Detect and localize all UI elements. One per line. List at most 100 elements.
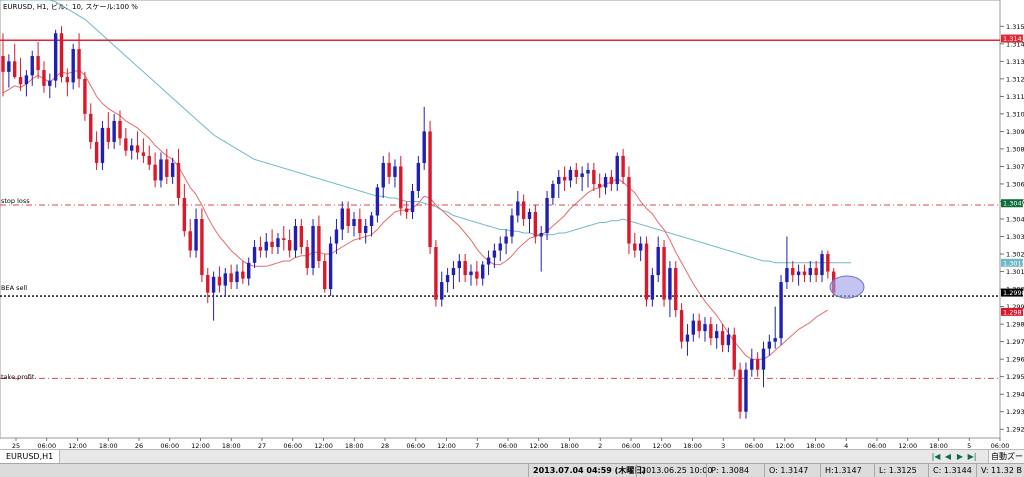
price-chart[interactable]: 1.3150 1.3140 1.3130 1.3120 1.3110 1.3100 1.30… bbox=[0, 0, 1024, 449]
candle-bear bbox=[598, 183, 602, 188]
candle-bull bbox=[369, 215, 374, 227]
price-label-box bbox=[1001, 288, 1023, 297]
status-low: L: 1.3125 bbox=[874, 464, 929, 477]
y-tick-label: 1.3040 bbox=[1006, 216, 1024, 224]
candle-bear bbox=[521, 201, 526, 219]
y-tick-label: 1.2980 bbox=[1006, 321, 1024, 329]
price-label: 1.3015 bbox=[1003, 259, 1024, 267]
x-tick-label: 06:00 bbox=[160, 442, 179, 449]
candle-bull bbox=[235, 271, 239, 283]
y-tick-label: 1.3090 bbox=[1006, 128, 1024, 136]
x-tick-label: 06:00 bbox=[499, 442, 518, 449]
candle-bull bbox=[691, 320, 695, 335]
x-tick-label: 7 bbox=[475, 442, 479, 449]
candle-bear bbox=[826, 254, 830, 272]
y-tick-label: 1.3070 bbox=[1006, 163, 1024, 171]
scroll-first-icon[interactable]: |◀ bbox=[931, 452, 941, 461]
x-tick-label: 18:00 bbox=[683, 442, 702, 449]
candle-bear bbox=[147, 155, 151, 165]
candle-bear bbox=[562, 176, 567, 181]
candle-bull bbox=[586, 169, 590, 174]
candle-bear bbox=[574, 169, 578, 177]
x-tick-label: 18:00 bbox=[929, 442, 948, 449]
candle-bull bbox=[293, 226, 298, 251]
auto-zoom-button[interactable]: 自動ズーム bbox=[988, 450, 1024, 474]
candle-bear bbox=[1, 56, 5, 72]
y-tick-label: 1.3030 bbox=[1006, 233, 1024, 241]
candle-bear bbox=[633, 243, 637, 251]
x-tick-label: 06:00 bbox=[622, 442, 641, 449]
y-tick-label: 1.3150 bbox=[1006, 23, 1024, 31]
status-open: O: 1.3147 bbox=[764, 464, 821, 477]
x-tick-label: 3 bbox=[721, 442, 725, 449]
x-tick-label: 06:00 bbox=[745, 442, 764, 449]
candle-bull bbox=[451, 268, 456, 276]
candle-bear bbox=[428, 131, 432, 248]
candle-bear bbox=[118, 120, 122, 139]
candle-bear bbox=[627, 176, 631, 244]
chart-header: EURUSD, H1, ビル：10, スケール:100 % bbox=[3, 2, 138, 11]
scroll-right-icon[interactable]: ▶ bbox=[956, 452, 964, 461]
candle-bear bbox=[346, 208, 350, 227]
stop-loss-label: stop loss bbox=[1, 197, 30, 205]
candle-bear bbox=[358, 219, 362, 234]
candle-bull bbox=[615, 155, 619, 184]
candle-bull bbox=[715, 331, 719, 339]
candle-bull bbox=[750, 359, 754, 370]
chart-tab-bar: EURUSD,H1 |◀ ◀ ▶ ▶| 自動ズーム bbox=[0, 449, 1024, 474]
candle-bear bbox=[709, 324, 713, 339]
x-tick-label: 06:00 bbox=[406, 442, 425, 449]
candle-bull bbox=[767, 341, 772, 349]
candle-bear bbox=[317, 226, 321, 262]
candle-bear bbox=[36, 56, 40, 71]
candle-bear bbox=[270, 241, 274, 248]
candle-bull bbox=[510, 215, 514, 237]
candle-bull bbox=[7, 61, 11, 72]
candle-bull bbox=[247, 262, 251, 279]
candle-bear bbox=[697, 320, 701, 332]
candle-bull bbox=[580, 173, 584, 177]
x-tick-label: 5 bbox=[967, 442, 971, 449]
candle-bear bbox=[13, 61, 17, 78]
candle-bull bbox=[773, 338, 777, 342]
y-tick-label: 1.2920 bbox=[1006, 426, 1024, 434]
status-price: P: 1.3084 bbox=[706, 464, 765, 477]
candle-bull bbox=[779, 282, 783, 339]
scroll-last-icon[interactable]: ▶| bbox=[967, 452, 977, 461]
y-tick-label: 1.2960 bbox=[1006, 356, 1024, 364]
candle-bull bbox=[656, 247, 660, 276]
candle-bear bbox=[305, 247, 309, 269]
price-label: 1.3143 bbox=[1003, 35, 1024, 43]
scroll-left-icon[interactable]: ◀ bbox=[944, 452, 952, 461]
candle-bear bbox=[434, 247, 438, 300]
candle-bear bbox=[217, 276, 222, 286]
candle-bear bbox=[176, 162, 181, 198]
candle-bull bbox=[539, 233, 543, 237]
candle-bull bbox=[276, 238, 280, 248]
candle-bear bbox=[323, 261, 327, 290]
x-tick-label: 18:00 bbox=[99, 442, 118, 449]
time-axis[interactable]: 25 06:00 12:00 18:00 26 06:00 12:00 18:00 27 06:0… bbox=[12, 438, 1010, 449]
candle-bull bbox=[311, 226, 315, 269]
candle-bear bbox=[738, 369, 742, 412]
candle-bull bbox=[53, 33, 58, 81]
candle-bear bbox=[135, 145, 140, 153]
candle-bear bbox=[399, 166, 403, 209]
tab-eurusd-h1[interactable]: EURUSD,H1 bbox=[0, 450, 61, 463]
candle-bear bbox=[153, 164, 157, 181]
candle-bull bbox=[334, 229, 339, 244]
x-tick-label: 12:00 bbox=[898, 442, 917, 449]
price-label: 1.3049 bbox=[1003, 200, 1024, 208]
candle-bull bbox=[527, 211, 532, 219]
candle-bull bbox=[486, 257, 491, 265]
candle-bull bbox=[328, 243, 333, 290]
candle-bull bbox=[364, 226, 368, 234]
candle-bear bbox=[475, 271, 479, 279]
candle-bear bbox=[814, 268, 818, 276]
candle-bull bbox=[457, 261, 461, 269]
candle-bull bbox=[24, 75, 29, 85]
candle-bull bbox=[761, 348, 766, 370]
candle-bear bbox=[124, 138, 128, 151]
candle-bull bbox=[100, 127, 105, 163]
candle-bear bbox=[387, 162, 391, 177]
